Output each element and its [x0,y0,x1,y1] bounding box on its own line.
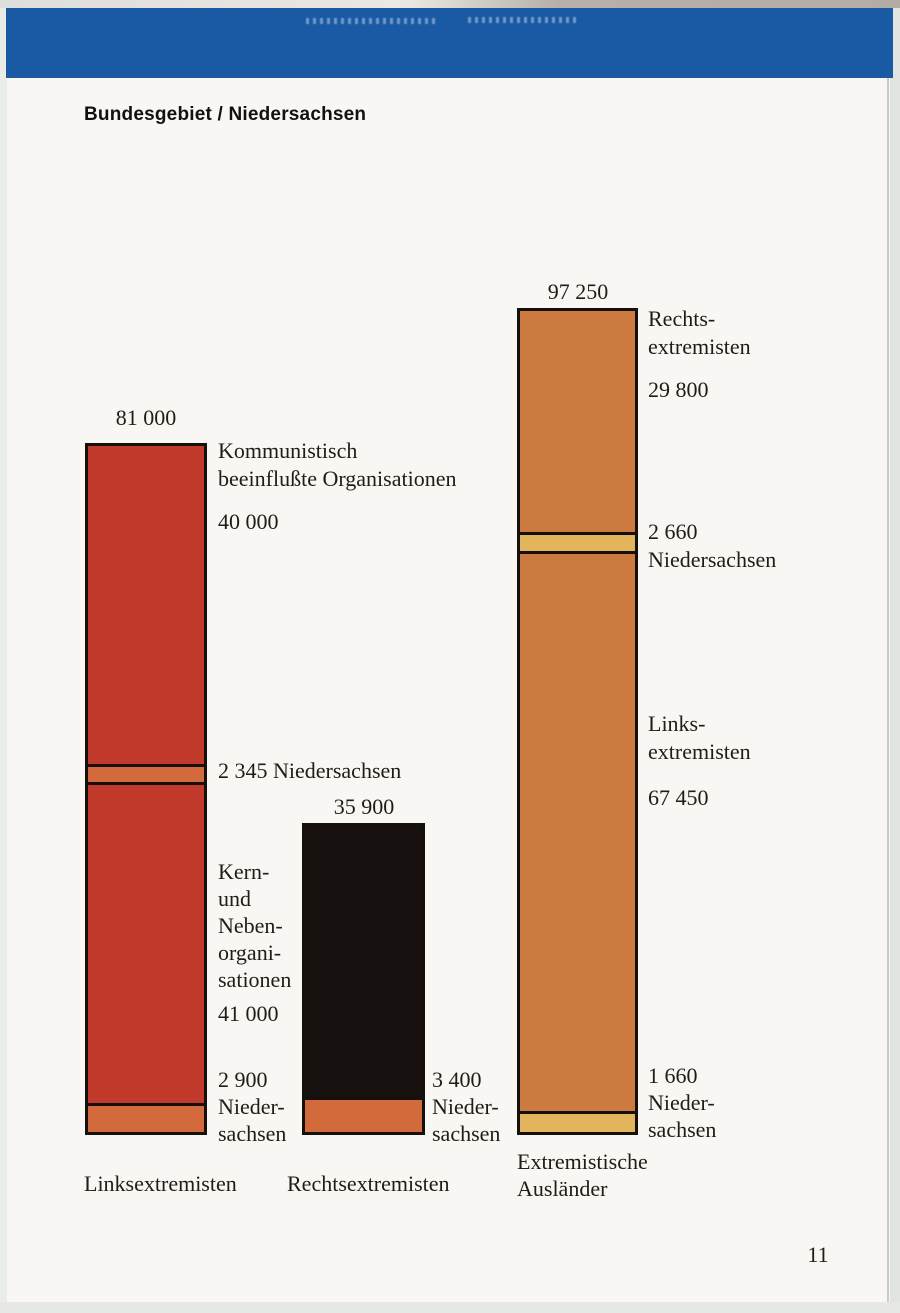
bar3-caption: Extremistische Ausländer [517,1149,648,1201]
scan-edge-bottom [0,1302,900,1313]
bar3-band2-label: 1 660 Nieder- sachsen [648,1063,717,1142]
scan-edge-right [890,8,900,1302]
bar3-band-niedersachsen-2660 [520,532,635,554]
bar3-band-niedersachsen-1660 [520,1111,635,1132]
bar-extremistische-auslaender [517,308,638,1135]
scan-page-crease [887,78,889,1302]
page-title: Bundesgebiet / Niedersachsen [84,104,367,125]
bar1-segment-kern-neben [88,785,204,1103]
bar3-segment1-label: Rechts- extremisten [648,306,751,359]
bar2-band-label: 3 400 Nieder- sachsen [432,1067,501,1146]
bar1-total-value: 81 000 [115,405,177,430]
bar2-band-niedersachsen-3400 [305,1097,422,1132]
bar2-caption: Rechtsextremisten [287,1171,450,1196]
bar1-segment1-value: 40 000 [218,509,279,534]
bar1-segment2-label: Kern- und Neben- organi- sationen [218,859,292,992]
bar3-segment1-value: 29 800 [648,377,709,402]
bar-rechtsextremisten [302,823,425,1135]
bar3-segment2-value: 67 450 [648,785,709,810]
page-number: 11 [807,1242,829,1267]
bar1-band1-label: 2 345 Niedersachsen [218,758,402,783]
header-bar [6,8,893,78]
bar-linksextremisten [85,443,207,1135]
bar3-segment2-label: Links- extremisten [648,711,751,764]
scan-bleed-artifact [468,17,580,23]
bar1-caption: Linksextremisten [84,1171,237,1196]
bar1-band2-label: 2 900 Nieder- sachsen [218,1067,287,1146]
bar1-segment2-value: 41 000 [218,1001,279,1026]
scan-bleed-artifact [306,18,438,24]
scan-edge-top [0,0,900,8]
scan-edge-left [0,8,7,1313]
bar3-total-value: 97 250 [547,279,609,304]
bar2-segment-main [305,826,422,1097]
bar1-band-niedersachsen-2900 [88,1103,204,1132]
bar1-segment1-label: Kommunistisch beeinflußte Organisationen [218,438,457,491]
bar3-segment-rechtsextremisten [520,311,635,532]
bar1-segment-kommunistisch [88,446,204,764]
bar2-total-value: 35 900 [333,794,395,819]
bar3-segment-linksextremisten [520,554,635,1111]
bar3-band1-label: 2 660 Niedersachsen [648,519,777,572]
bar1-band-niedersachsen-2345 [88,764,204,785]
